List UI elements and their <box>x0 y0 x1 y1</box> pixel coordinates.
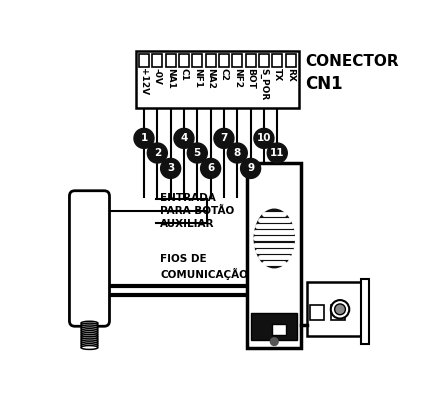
Ellipse shape <box>81 323 98 327</box>
Ellipse shape <box>81 333 98 336</box>
Text: TX: TX <box>273 68 282 82</box>
Bar <box>259 54 269 67</box>
Bar <box>272 324 286 335</box>
Text: 3: 3 <box>167 164 174 173</box>
Bar <box>286 54 296 67</box>
Circle shape <box>331 300 349 318</box>
Bar <box>206 54 216 67</box>
Circle shape <box>240 158 261 179</box>
Ellipse shape <box>81 334 98 338</box>
Circle shape <box>160 158 181 179</box>
Bar <box>246 54 255 67</box>
Bar <box>331 305 345 320</box>
Ellipse shape <box>81 338 98 342</box>
Text: S_POR: S_POR <box>259 68 268 101</box>
Circle shape <box>254 128 274 148</box>
Text: NF1: NF1 <box>193 68 202 88</box>
Bar <box>361 278 369 344</box>
Ellipse shape <box>81 342 98 346</box>
Bar <box>310 305 324 320</box>
Text: 9: 9 <box>247 164 254 173</box>
Text: ENTRADA
PARA BOTÃO
AUXILIAR: ENTRADA PARA BOTÃO AUXILIAR <box>160 193 235 228</box>
Ellipse shape <box>254 209 294 268</box>
Bar <box>179 54 189 67</box>
Ellipse shape <box>81 344 98 348</box>
Ellipse shape <box>81 340 98 344</box>
Circle shape <box>134 128 154 148</box>
Bar <box>139 54 149 67</box>
Text: CONECTOR: CONECTOR <box>305 54 399 69</box>
Text: 7: 7 <box>220 133 228 143</box>
Ellipse shape <box>81 336 98 340</box>
Text: 5: 5 <box>194 148 201 158</box>
Text: 8: 8 <box>234 148 241 158</box>
Text: C1: C1 <box>179 68 188 81</box>
Text: NA1: NA1 <box>166 68 175 89</box>
Circle shape <box>271 338 278 345</box>
Bar <box>272 54 282 67</box>
Text: 11: 11 <box>270 148 285 158</box>
Ellipse shape <box>81 346 98 349</box>
Text: 10: 10 <box>257 133 271 143</box>
Text: CN1: CN1 <box>305 76 343 93</box>
Circle shape <box>335 304 345 315</box>
Text: NA2: NA2 <box>206 68 215 89</box>
Ellipse shape <box>81 325 98 329</box>
Circle shape <box>147 143 168 163</box>
Text: C2: C2 <box>219 68 229 81</box>
Bar <box>232 54 242 67</box>
Circle shape <box>187 143 207 163</box>
Text: +12V: +12V <box>140 68 149 95</box>
Bar <box>166 54 175 67</box>
Circle shape <box>267 143 287 163</box>
Bar <box>192 54 202 67</box>
Bar <box>251 313 297 340</box>
Text: 1: 1 <box>141 133 148 143</box>
Text: -0V: -0V <box>153 68 162 85</box>
Ellipse shape <box>81 329 98 333</box>
Bar <box>152 54 162 67</box>
Text: 2: 2 <box>154 148 161 158</box>
Circle shape <box>201 158 221 179</box>
Circle shape <box>174 128 194 148</box>
Text: 4: 4 <box>180 133 188 143</box>
Ellipse shape <box>81 321 98 325</box>
Text: NF2: NF2 <box>233 68 242 88</box>
Text: BOT: BOT <box>246 68 255 89</box>
Circle shape <box>227 143 247 163</box>
Circle shape <box>214 128 234 148</box>
Bar <box>248 163 301 348</box>
Text: 6: 6 <box>207 164 214 173</box>
Ellipse shape <box>81 327 98 331</box>
Ellipse shape <box>81 331 98 335</box>
Bar <box>136 51 299 108</box>
Text: RX: RX <box>286 68 295 82</box>
Text: FIOS DE
COMUNICAÇÃO: FIOS DE COMUNICAÇÃO <box>160 254 248 280</box>
Bar <box>307 282 361 336</box>
FancyBboxPatch shape <box>69 191 110 326</box>
Bar <box>219 54 229 67</box>
